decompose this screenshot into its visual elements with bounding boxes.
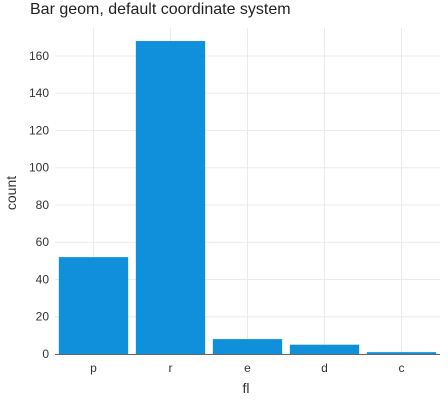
x-axis-label: fl (243, 380, 250, 396)
chart-title: Bar geom, default coordinate system (30, 1, 291, 18)
y-tick-label: 60 (36, 235, 50, 249)
y-tick-label: 160 (29, 49, 49, 63)
y-axis-label: count (3, 176, 19, 210)
x-tick-label: d (321, 361, 328, 375)
bar-r (135, 41, 206, 354)
y-tick-label: 100 (29, 161, 49, 175)
x-tick-label: c (399, 361, 405, 375)
y-tick-label: 20 (36, 310, 50, 324)
bars-layer (55, 41, 440, 355)
bar-c (366, 352, 437, 354)
x-tick-label: r (169, 361, 173, 375)
bar-d (289, 344, 360, 354)
y-tick-label: 0 (42, 347, 49, 361)
y-tick-label: 80 (36, 198, 50, 212)
y-tick-labels: 0 20 40 60 80 100 120 140 160 (29, 49, 49, 361)
y-tick-label: 40 (36, 272, 50, 286)
y-tick-label: 140 (29, 86, 49, 100)
y-tick-label: 120 (29, 123, 49, 137)
bar-e (212, 339, 283, 354)
bar-p (58, 257, 129, 354)
x-tick-label: e (244, 361, 251, 375)
x-tick-label: p (90, 361, 97, 375)
